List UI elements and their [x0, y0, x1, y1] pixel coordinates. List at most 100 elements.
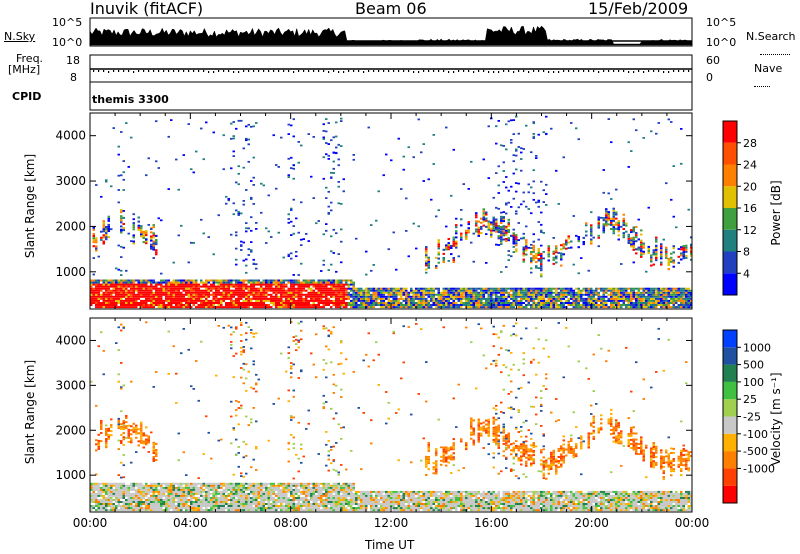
- heatmap-cell: [607, 299, 610, 302]
- heatmap-cell: [145, 499, 148, 501]
- heatmap-cell: [117, 380, 120, 383]
- heatmap-cell: [242, 283, 245, 286]
- heatmap-cell: [685, 254, 688, 257]
- heatmap-cell: [537, 238, 540, 241]
- nave-point: [473, 71, 475, 73]
- heatmap-cell: [130, 287, 133, 290]
- heatmap-cell: [417, 118, 420, 121]
- heatmap-cell: [200, 494, 203, 497]
- heatmap-cell: [192, 304, 195, 306]
- heatmap-cell: [337, 304, 340, 306]
- heatmap-cell: [217, 291, 220, 294]
- heatmap-cell: [120, 440, 123, 442]
- heatmap-cell: [377, 302, 380, 304]
- heatmap-cell: [122, 178, 125, 181]
- heatmap-cell: [117, 417, 120, 420]
- heatmap-cell: [592, 306, 595, 309]
- heatmap-cell: [252, 293, 255, 296]
- heatmap-cell: [627, 233, 630, 236]
- heatmap-cell: [350, 289, 353, 292]
- heatmap-cell: [457, 306, 460, 309]
- heatmap-cell: [422, 297, 425, 300]
- heatmap-cell: [285, 295, 288, 298]
- heatmap-cell: [385, 291, 388, 294]
- heatmap-cell: [542, 291, 545, 294]
- heatmap-cell: [475, 222, 478, 225]
- heatmap-cell: [302, 279, 305, 282]
- heatmap-cell: [137, 287, 140, 290]
- heatmap-cell: [372, 264, 375, 266]
- heatmap-cell: [182, 451, 185, 454]
- heatmap-cell: [340, 283, 343, 286]
- heatmap-cell: [532, 192, 535, 195]
- heatmap-cell: [290, 124, 293, 127]
- heatmap-cell: [205, 285, 208, 288]
- heatmap-cell: [275, 287, 278, 290]
- heatmap-cell: [327, 279, 330, 282]
- heatmap-cell: [690, 289, 693, 292]
- heatmap-cell: [152, 281, 155, 284]
- heatmap-cell: [257, 299, 260, 302]
- heatmap-cell: [140, 287, 143, 290]
- heatmap-cell: [125, 295, 128, 298]
- heatmap-cell: [655, 246, 658, 249]
- heatmap-cell: [402, 304, 405, 306]
- heatmap-cell: [437, 287, 440, 290]
- heatmap-cell: [152, 507, 155, 510]
- heatmap-cell: [217, 499, 220, 501]
- heatmap-cell: [455, 302, 458, 304]
- heatmap-cell: [627, 166, 630, 168]
- heatmap-cell: [660, 245, 663, 248]
- heatmap-cell: [645, 299, 648, 302]
- heatmap-cell: [552, 304, 555, 306]
- heatmap-cell: [127, 302, 130, 304]
- heatmap-cell: [430, 289, 433, 292]
- heatmap-cell: [577, 302, 580, 304]
- heatmap-cell: [465, 291, 468, 294]
- heatmap-cell: [632, 291, 635, 294]
- heatmap-cell: [190, 501, 193, 503]
- heatmap-cell: [135, 451, 138, 453]
- heatmap-cell: [255, 291, 258, 294]
- nave-point: [153, 70, 155, 72]
- heatmap-cell: [497, 289, 500, 292]
- heatmap-cell: [347, 283, 350, 286]
- heatmap-cell: [460, 236, 463, 239]
- heatmap-cell: [430, 291, 433, 294]
- heatmap-cell: [207, 293, 210, 296]
- heatmap-cell: [602, 289, 605, 292]
- nave-point: [538, 70, 540, 72]
- heatmap-cell: [235, 281, 238, 284]
- heatmap-cell: [320, 285, 323, 288]
- heatmap-cell: [330, 171, 333, 174]
- heatmap-cell: [357, 291, 360, 294]
- heatmap-cell: [97, 291, 100, 294]
- heatmap-cell: [227, 507, 230, 510]
- heatmap-cell: [120, 433, 123, 436]
- heatmap-cell: [90, 297, 93, 300]
- heatmap-cell: [315, 304, 318, 306]
- heatmap-cell: [632, 302, 635, 304]
- heatmap-cell: [527, 183, 530, 186]
- heatmap-cell: [422, 180, 425, 182]
- heatmap-cell: [210, 505, 213, 507]
- heatmap-cell: [585, 289, 588, 292]
- heatmap-cell: [237, 304, 240, 306]
- heatmap-cell: [622, 232, 625, 235]
- heatmap-cell: [677, 293, 680, 296]
- heatmap-cell: [300, 285, 303, 288]
- heatmap-cell: [640, 299, 643, 302]
- heatmap-cell: [142, 285, 145, 288]
- time-xlabel: Time UT: [365, 538, 415, 552]
- heatmap-cell: [207, 492, 210, 495]
- heatmap-cell: [682, 291, 685, 294]
- heatmap-cell: [665, 306, 668, 309]
- heatmap-cell: [425, 246, 428, 249]
- heatmap-cell: [545, 304, 548, 306]
- heatmap-cell: [482, 212, 485, 215]
- heatmap-cell: [565, 302, 568, 304]
- heatmap-cell: [190, 497, 193, 499]
- heatmap-cell: [477, 220, 480, 223]
- heatmap-cell: [112, 499, 115, 501]
- heatmap-cell: [300, 262, 303, 265]
